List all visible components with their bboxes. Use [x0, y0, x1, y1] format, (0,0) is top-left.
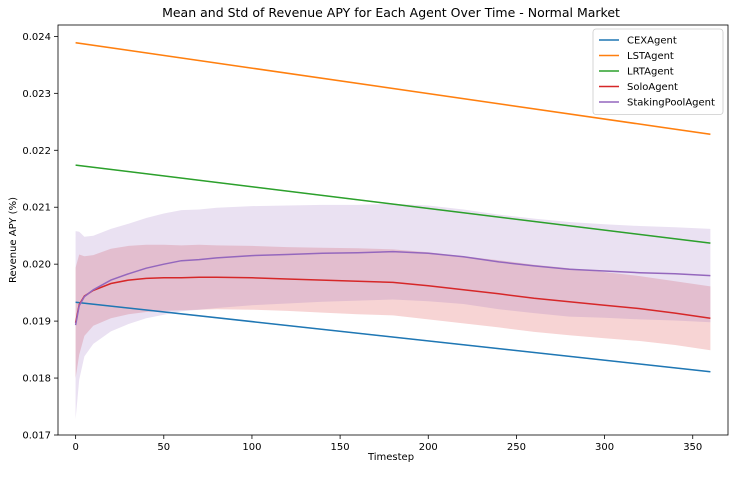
y-axis-label: Revenue APY (%) — [8, 197, 19, 283]
y-tick-label: 0.017 — [22, 431, 51, 442]
mean-lines — [74, 41, 711, 373]
std-band-stakingpoolagent — [75, 203, 711, 420]
y-tick-label: 0.018 — [22, 374, 51, 385]
y-tick-label: 0.024 — [22, 32, 51, 43]
x-tick-label: 150 — [331, 442, 350, 453]
series-line-lstagent — [75, 41, 711, 136]
x-tick-label: 250 — [507, 442, 526, 453]
y-tick-label: 0.023 — [22, 89, 51, 100]
x-tick-label: 300 — [595, 442, 614, 453]
x-axis-label: Timestep — [367, 452, 414, 463]
legend-entry-label: LSTAgent — [627, 51, 674, 62]
chart-title: Mean and Std of Revenue APY for Each Age… — [162, 5, 620, 20]
legend-entry-label: SoloAgent — [627, 82, 678, 93]
series-line-stakingpoolagent — [74, 250, 711, 326]
legend-entry-label: StakingPoolAgent — [627, 98, 715, 109]
y-tick-label: 0.022 — [22, 146, 51, 157]
y-tick-label: 0.019 — [22, 317, 51, 328]
plot-frame — [57, 24, 729, 436]
y-tick-label: 0.021 — [22, 203, 51, 214]
legend-box — [592, 28, 724, 115]
x-tick-label: 100 — [242, 442, 261, 453]
series-line-lrtagent — [75, 164, 711, 244]
legend: CEXAgent LSTAgent LRTAgent SoloAgent Staking… — [592, 28, 724, 115]
x-tick-label: 0 — [72, 442, 78, 453]
x-axis-ticks: 0 50 100 150 200 250 300 350 — [72, 435, 702, 453]
series-line-cexagent — [75, 301, 711, 373]
y-tick-label: 0.020 — [22, 260, 51, 271]
series-line-soloagent — [74, 276, 711, 323]
x-tick-label: 200 — [419, 442, 438, 453]
legend-entry-label: CEXAgent — [627, 36, 677, 47]
x-tick-label: 50 — [157, 442, 170, 453]
x-tick-label: 350 — [683, 442, 702, 453]
y-axis-ticks: 0.017 0.018 0.019 0.020 0.021 0.022 0.023 0.024 — [22, 32, 58, 442]
legend-entry-label: LRTAgent — [627, 67, 674, 78]
